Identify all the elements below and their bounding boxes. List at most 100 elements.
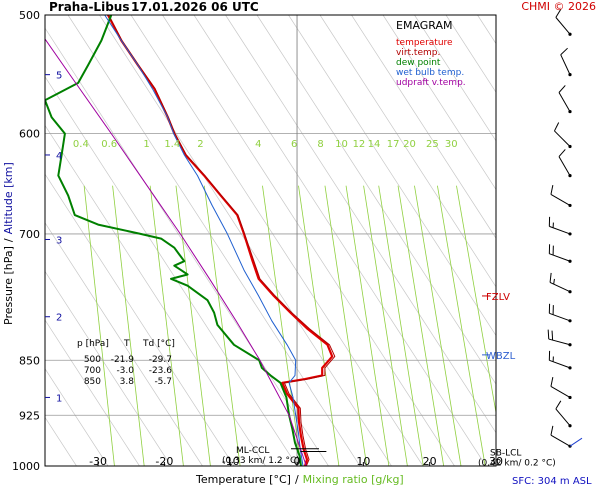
mixing-ratio-label: 0.4 xyxy=(73,139,89,150)
wind-barb-station xyxy=(568,395,572,400)
series-updraft xyxy=(45,38,307,466)
wind-barb-staff xyxy=(549,359,571,369)
dry-adiabat xyxy=(509,15,600,466)
altitude-label: 3 xyxy=(56,235,62,246)
wind-barb-feather xyxy=(558,149,566,157)
wind-barb xyxy=(558,149,572,178)
mixing-ratio-line xyxy=(437,185,486,466)
x-tick-label: 20 xyxy=(423,455,437,468)
mixing-ratio-label: 1 xyxy=(143,139,149,150)
wind-barb-feather xyxy=(560,47,568,56)
mixing-ratio-label: 1.4 xyxy=(164,139,180,150)
wind-barb-feather xyxy=(550,425,554,436)
wind-barb xyxy=(550,185,572,208)
wind-barb-station xyxy=(568,174,572,178)
mixing-ratio-line xyxy=(175,185,211,466)
mixing-ratio-label: 20 xyxy=(403,139,416,150)
legend-dew-point: dew point xyxy=(396,58,441,68)
mixing-ratio-label: 30 xyxy=(445,139,458,150)
mixing-ratio-label: 25 xyxy=(426,139,439,150)
wind-barb xyxy=(548,303,572,323)
wind-barb-station xyxy=(568,73,572,77)
datetime-title: 17.01.2026 06 UTC xyxy=(131,0,259,14)
wind-barb-staff xyxy=(549,253,571,262)
legend-temperature: temperature xyxy=(396,38,453,48)
dry-adiabat xyxy=(572,15,600,466)
table-cell: -23.6 xyxy=(149,366,173,376)
mixing-ratio-line xyxy=(203,185,241,466)
wind-barb-staff xyxy=(554,130,571,147)
dry-adiabat xyxy=(414,15,496,142)
wind-barb-feather xyxy=(547,329,550,340)
x-tick-label: -30 xyxy=(89,455,107,468)
series-wet-bulb xyxy=(104,15,304,466)
xlabel-temperature: Temperature [°C] / Mixing ratio [g/kg] xyxy=(195,473,404,486)
table-cell: -3.0 xyxy=(116,366,134,376)
table-header-cell: Td [°C] xyxy=(142,339,175,349)
station-title: Praha-Libus xyxy=(49,0,129,14)
table-cell: -29.7 xyxy=(149,355,172,365)
wind-barb-staff xyxy=(555,408,571,427)
wind-barb-feather xyxy=(551,330,554,341)
wind-barb-staff xyxy=(550,193,571,206)
series-virt-temp xyxy=(108,15,336,466)
wind-barb xyxy=(560,47,572,77)
mixing-ratio-label: 17 xyxy=(387,139,400,150)
wind-barb-staff xyxy=(558,156,571,176)
wind-barb-feather xyxy=(558,85,566,93)
wind-barb xyxy=(548,350,572,370)
wind-barb-station xyxy=(568,343,572,347)
wind-barb-station xyxy=(568,109,572,114)
y-tick-label: 500 xyxy=(19,9,40,22)
mixing-ratio-label: 2 xyxy=(197,139,203,150)
table-cell: 3.8 xyxy=(120,377,135,387)
copyright: CHMI © 2026 xyxy=(521,0,596,13)
mixing-ratio-label: 14 xyxy=(368,139,381,150)
table-cell: 850 xyxy=(84,377,101,387)
plot-frame xyxy=(44,14,497,467)
wind-barb xyxy=(550,377,572,400)
ml-ccl-value: (0.33 km/ 1.2 °C) xyxy=(222,456,300,466)
altitude-label: 4 xyxy=(56,151,62,162)
dry-adiabat xyxy=(67,15,361,466)
wind-barb-staff xyxy=(549,225,571,235)
mixing-ratio-label: 6 xyxy=(291,139,297,150)
table-header-cell: p [hPa] xyxy=(77,339,109,349)
wind-barb-feather xyxy=(555,9,562,18)
dry-adiabat xyxy=(225,15,496,434)
wind-barb xyxy=(555,9,572,36)
wind-barb-station xyxy=(568,259,572,263)
dry-adiabat xyxy=(45,76,298,466)
x-tick-label: 30 xyxy=(489,455,503,468)
wind-barb xyxy=(550,425,572,448)
table-header-cell: T xyxy=(123,339,130,349)
wind-barb xyxy=(548,244,572,263)
wind-barb-station xyxy=(568,290,572,294)
mixing-ratio-label: 4 xyxy=(255,139,261,150)
wind-barb-station xyxy=(568,366,572,370)
wind-barb xyxy=(548,216,572,236)
series-temperature xyxy=(107,15,334,466)
mixing-ratio-label: 0.6 xyxy=(101,139,117,150)
mixing-ratio-line xyxy=(298,185,340,466)
storm-motion-marker xyxy=(569,437,583,447)
sb-lcl-label: SB-LCL xyxy=(490,449,521,459)
altitude-label: 1 xyxy=(56,393,62,404)
mixing-ratio-line xyxy=(456,185,496,415)
wind-barb xyxy=(555,400,572,428)
x-tick-label: 10 xyxy=(356,455,370,468)
dry-adiabat xyxy=(45,173,235,466)
dry-adiabat xyxy=(382,15,496,191)
dry-adiabat xyxy=(45,270,172,466)
table-cell: 500 xyxy=(84,355,101,365)
mixing-ratio-label: 12 xyxy=(353,139,366,150)
y-tick-label: 850 xyxy=(19,354,40,367)
mixing-ratio-line xyxy=(112,185,145,466)
wind-barb-station xyxy=(568,203,572,208)
mixing-ratio-line xyxy=(324,185,368,466)
wind-barb-staff xyxy=(550,434,571,447)
wind-barb-station xyxy=(568,232,572,236)
mixing-ratio-label: 8 xyxy=(317,139,323,150)
series-dew-point xyxy=(45,15,302,466)
wind-barb-staff xyxy=(549,312,571,322)
